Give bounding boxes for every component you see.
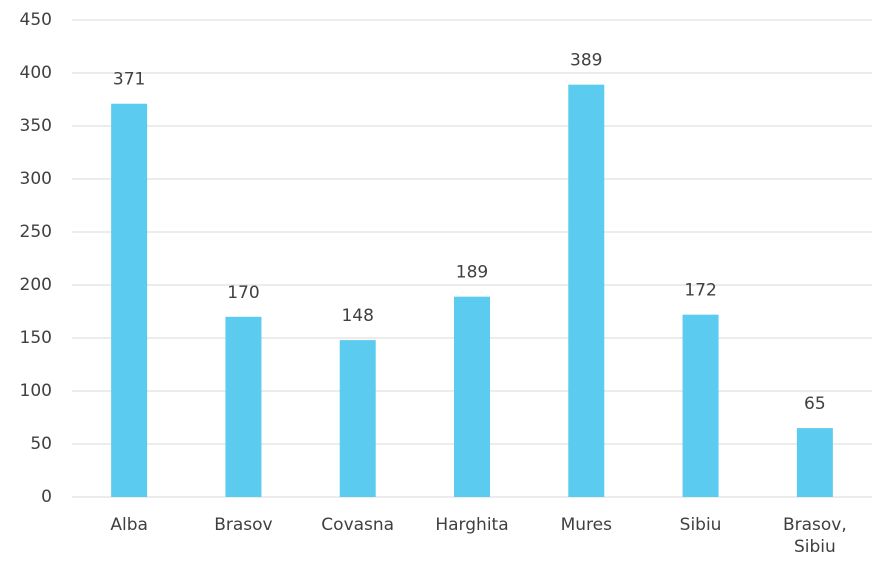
bar bbox=[111, 103, 148, 498]
x-tick-label: Brasov bbox=[214, 515, 273, 535]
data-label: 148 bbox=[341, 306, 373, 326]
bar bbox=[796, 428, 833, 497]
x-tick-label: Mures bbox=[560, 515, 612, 535]
x-tick-label: Alba bbox=[110, 515, 148, 535]
x-tick-label: Sibiu bbox=[679, 515, 722, 535]
y-tick-label: 450 bbox=[20, 10, 52, 30]
data-label: 172 bbox=[684, 281, 716, 301]
y-tick-label: 150 bbox=[20, 328, 52, 348]
bar bbox=[339, 340, 376, 497]
bar bbox=[454, 296, 490, 497]
bar bbox=[568, 84, 605, 497]
y-tick-label: 200 bbox=[20, 275, 52, 295]
y-tick-label: 0 bbox=[41, 487, 52, 507]
y-tick-label: 350 bbox=[20, 116, 52, 136]
x-tick-label: Harghita bbox=[435, 515, 509, 535]
y-tick-label: 50 bbox=[30, 434, 52, 454]
y-tick-label: 250 bbox=[20, 222, 52, 242]
data-label: 389 bbox=[570, 51, 602, 71]
data-label: 189 bbox=[456, 263, 488, 283]
y-tick-label: 400 bbox=[20, 63, 52, 83]
bar bbox=[225, 316, 262, 497]
data-label: 170 bbox=[227, 283, 259, 303]
data-label: 371 bbox=[113, 70, 145, 90]
y-tick-label: 100 bbox=[20, 381, 52, 401]
y-tick-label: 300 bbox=[20, 169, 52, 189]
x-tick-label: Covasna bbox=[321, 515, 395, 535]
data-label: 65 bbox=[804, 394, 826, 414]
x-tick-label: Brasov, Sibiu bbox=[782, 515, 847, 557]
bar bbox=[682, 314, 719, 497]
